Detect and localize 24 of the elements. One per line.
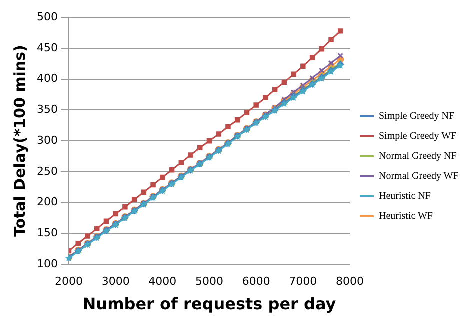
x-tick-label: 8000 [336,275,364,288]
x-tick-label: 2000 [54,275,83,288]
y-tick-label: 100 [36,257,58,270]
legend-label: Heuristic WF [379,211,434,222]
y-tick-label: 300 [36,134,58,147]
legend-label: Normal Greedy NF [379,151,458,162]
x-tick-label: 6000 [242,275,270,288]
y-axis-title: Total Delay(*100 mins) [10,45,29,238]
x-axis-title: Number of requests per day [82,294,337,314]
legend-label: Simple Greedy WF [379,131,458,142]
y-tick-label: 250 [36,164,58,178]
y-tick-label: 400 [36,72,58,86]
x-tick-label: 7000 [289,275,318,288]
x-tick-label: 4000 [148,275,177,288]
legend-label: Simple Greedy NF [379,111,455,122]
y-tick-label: 350 [36,103,58,116]
y-tick-label: 500 [36,10,58,24]
legend-label: Normal Greedy WF [379,171,460,182]
y-tick-label: 450 [36,41,58,54]
x-tick-label: 3000 [102,275,130,288]
y-tick-label: 200 [36,196,58,209]
x-tick-label: 5000 [196,275,224,288]
y-tick-label: 150 [36,226,58,240]
legend-label: Heuristic NF [379,191,432,202]
